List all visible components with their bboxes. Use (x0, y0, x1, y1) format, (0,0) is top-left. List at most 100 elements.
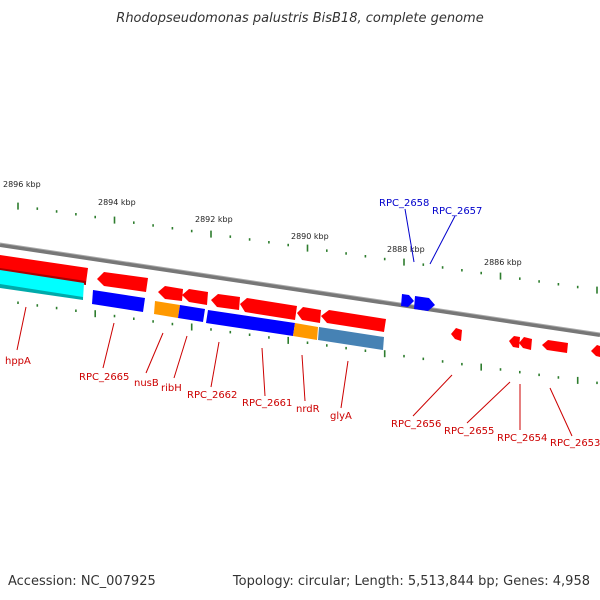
minor-tick (499, 368, 502, 371)
minor-tick (422, 357, 425, 361)
minor-tick (596, 381, 598, 385)
gene-label-nrdr: nrdR (296, 404, 320, 415)
rna-gene (0, 270, 84, 299)
gene-arrow (318, 327, 384, 350)
leader-line (549, 387, 573, 437)
gene-arrow (451, 328, 462, 341)
minor-tick (94, 215, 96, 219)
minor-tick (538, 280, 540, 283)
gene-label-rpc2658: RPC_2658 (379, 198, 429, 209)
outer-scale-ticks (17, 202, 598, 294)
lower-track-genes (0, 270, 384, 350)
minor-tick (248, 238, 251, 241)
minor-tick (171, 322, 174, 326)
gene-labels: RPC_2658 RPC_2657 hppA RPC_2665 nusB rib… (5, 198, 600, 449)
scale-label-2890: 2890 kbp (291, 232, 329, 241)
minor-tick (326, 344, 328, 347)
gene-arrow (0, 284, 83, 300)
minor-tick (229, 330, 232, 334)
major-tick (17, 202, 19, 210)
inner-scale-ticks (17, 301, 598, 385)
minor-tick (133, 221, 135, 224)
accession-text: Accession: NC_007925 (8, 574, 156, 589)
gene-label-hppa: hppA (5, 356, 31, 367)
forward-strand-genes (0, 255, 600, 357)
gene-arrow (211, 294, 240, 310)
leader-line (429, 215, 456, 265)
gene-arrow (158, 286, 183, 301)
gene-arrow (240, 298, 297, 320)
gene-arrow (293, 323, 318, 340)
leader-line (261, 347, 266, 397)
minor-tick (326, 249, 328, 252)
minor-tick (229, 235, 232, 238)
gene-arrow (542, 340, 568, 353)
gene-label-glya: glyA (330, 411, 352, 422)
gene-arrow (97, 272, 148, 292)
gene-label-rpc2665: RPC_2665 (79, 372, 129, 383)
minor-tick (403, 354, 405, 358)
minor-tick (133, 317, 135, 320)
minor-tick (210, 328, 212, 331)
scale-label-2894: 2894 kbp (98, 198, 136, 207)
gene-arrow (92, 290, 145, 312)
reverse-strand-genes-upper (401, 294, 435, 311)
gene-arrow (0, 255, 88, 283)
minor-tick (557, 376, 560, 379)
gene-label-nusb: nusB (134, 378, 159, 389)
minor-tick (441, 360, 444, 363)
label-leader-lines-blue (404, 208, 456, 265)
scale-label-2888: 2888 kbp (387, 245, 425, 254)
minor-tick (441, 266, 444, 269)
minor-tick (461, 362, 463, 366)
major-tick (306, 244, 309, 252)
minor-tick (248, 333, 251, 336)
minor-tick (519, 370, 521, 374)
gene-label-rpc2653: RPC_2653 (550, 438, 600, 449)
gene-arrow (182, 289, 208, 305)
scale-label-2892: 2892 kbp (195, 215, 233, 224)
major-tick (596, 286, 598, 294)
gene-arrow (519, 337, 532, 350)
major-tick (403, 258, 405, 266)
minor-tick (171, 227, 174, 230)
gene-label-rpc2662: RPC_2662 (187, 390, 237, 401)
minor-tick (306, 341, 309, 344)
minor-tick (422, 263, 425, 266)
minor-tick (519, 277, 521, 280)
minor-tick (345, 252, 347, 255)
gene-label-rpc2656: RPC_2656 (391, 419, 441, 430)
major-tick (383, 350, 386, 358)
minor-tick (75, 309, 77, 312)
minor-tick (364, 349, 367, 352)
major-tick (480, 363, 482, 371)
minor-tick (364, 255, 367, 258)
gene-arrow (297, 307, 321, 323)
minor-tick (113, 314, 116, 318)
minor-tick (268, 336, 270, 339)
gene-arrow (154, 301, 180, 318)
genome-summary-text: Topology: circular; Length: 5,513,844 bp… (232, 574, 590, 589)
gene-label-rpc2657: RPC_2657 (432, 206, 482, 217)
minor-tick (190, 229, 193, 233)
minor-tick (480, 271, 482, 275)
minor-tick (538, 373, 540, 377)
gene-label-ribh: ribH (161, 383, 182, 394)
minor-tick (17, 301, 19, 304)
leader-line (412, 374, 453, 417)
major-tick (499, 272, 502, 280)
minor-tick (75, 213, 77, 216)
minor-tick (36, 207, 39, 210)
minor-tick (345, 346, 347, 350)
minor-tick (557, 283, 560, 286)
gene-arrow (178, 305, 205, 322)
leader-line (16, 306, 27, 351)
minor-tick (152, 320, 154, 323)
gene-arrow (414, 296, 435, 311)
genome-backbone-highlight (0, 242, 600, 334)
gene-arrow (509, 336, 520, 348)
gene-arrow (401, 294, 414, 307)
gene-arrow (591, 345, 600, 357)
